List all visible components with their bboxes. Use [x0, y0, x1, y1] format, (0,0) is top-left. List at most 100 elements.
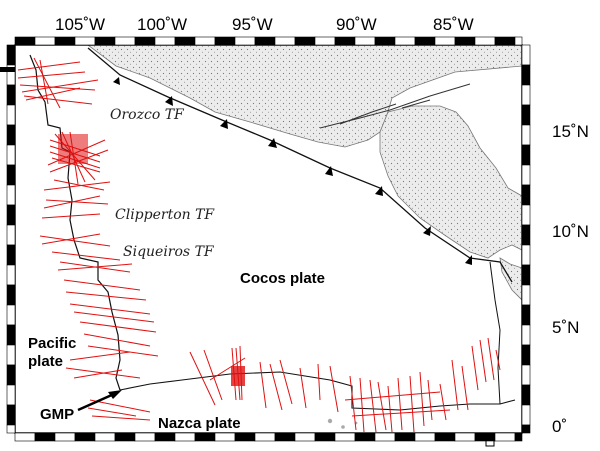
frame-tick: [34, 36, 56, 46]
frame-tick: [521, 424, 531, 434]
frame-tick: [521, 64, 531, 86]
lon-label-85w: 85˚W: [433, 15, 474, 34]
frame-tick: [6, 104, 16, 126]
land-faults: [319, 83, 471, 129]
survey-patch-clipperton: [58, 134, 88, 164]
frame-tick: [334, 36, 356, 46]
frame-tick: [6, 404, 16, 426]
frame-tick: [174, 432, 196, 442]
frame-tick: [114, 36, 136, 46]
siqueiros-tf-label: Siqueiros TF: [123, 244, 215, 260]
mexico-landmass: [87, 45, 522, 148]
frame-tick: [454, 432, 476, 442]
orozco-tf-label: Orozco TF: [110, 107, 185, 123]
frame-tick: [234, 432, 256, 442]
frame-tick: [414, 36, 436, 46]
frame-tick: [414, 432, 436, 442]
frame-tick: [294, 432, 316, 442]
latitude-labels: 15˚N 10˚N 5˚N 0˚: [552, 122, 589, 436]
panama-fracture-zone: [489, 261, 501, 405]
frame-tick: [74, 432, 96, 442]
frame-tick: [294, 36, 316, 46]
frame-tick: [334, 432, 356, 442]
frame-tick: [454, 36, 476, 46]
subduction-triangles: [113, 77, 472, 265]
frame-tick: [74, 36, 96, 46]
frame-tick: [521, 164, 531, 186]
frame-tick: [194, 36, 216, 46]
nazca-plate-label: Nazca plate: [158, 415, 241, 432]
inset-marker-bottom: [485, 437, 495, 447]
frame-tick: [154, 36, 176, 46]
frame-tick: [6, 84, 16, 106]
frame-tick: [521, 384, 531, 406]
frame-tick: [394, 36, 416, 46]
frame-tick: [274, 36, 296, 46]
frame-tick: [521, 124, 531, 146]
frame-tick: [521, 264, 531, 286]
frame-tick: [54, 36, 76, 46]
frame-tick: [521, 404, 531, 426]
frame-tick: [234, 36, 256, 46]
frame-tick: [494, 432, 516, 442]
frame-tick: [514, 36, 523, 46]
frame-tick: [14, 432, 36, 442]
cocos-plate-label: Cocos plate: [240, 270, 325, 287]
lon-label-90w: 90˚W: [336, 15, 377, 34]
frame-tick: [354, 36, 376, 46]
frame-tick: [6, 184, 16, 206]
lon-label-100w: 100˚W: [137, 15, 187, 34]
east-pacific-rise-axis: [29, 54, 121, 391]
frame-tick: [274, 432, 296, 442]
frame-tick: [374, 36, 396, 46]
frame-tick: [6, 244, 16, 266]
frame-tick: [521, 44, 531, 66]
frame-tick: [214, 432, 236, 442]
frame-tick: [54, 432, 76, 442]
frame-tick: [474, 432, 496, 442]
clipperton-tf-label: Clipperton TF: [115, 207, 215, 223]
frame-tick: [521, 364, 531, 386]
frame-tick: [114, 432, 136, 442]
frame-tick: [134, 432, 156, 442]
frame-tick: [374, 432, 396, 442]
frame-tick: [94, 432, 116, 442]
frame-tick: [434, 432, 456, 442]
lon-label-95w: 95˚W: [232, 15, 273, 34]
longitude-labels: 105˚W 100˚W 95˚W 90˚W 85˚W: [55, 15, 474, 34]
frame-tick: [6, 384, 16, 406]
frame-tick: [521, 144, 531, 166]
frame-tick: [521, 84, 531, 106]
central-america-landmass: [379, 105, 522, 259]
frame-tick: [494, 36, 516, 46]
frame-tick: [6, 344, 16, 366]
frame-tick: [354, 432, 376, 442]
frame-tick: [94, 36, 116, 46]
frame-tick: [6, 424, 16, 434]
gmp-arrow: [77, 390, 122, 412]
survey-patch-galapagos: [231, 366, 245, 386]
frame-tick: [6, 124, 16, 146]
frame-tick: [394, 432, 416, 442]
frame-tick: [6, 364, 16, 386]
frame-tick: [474, 36, 496, 46]
frame-tick: [6, 324, 16, 346]
cocos-nazca-rift: [119, 371, 516, 411]
frame-tick: [521, 244, 531, 266]
frame-tick: [6, 204, 16, 226]
lat-label-15n: 15˚N: [552, 122, 589, 141]
inset-marker-left: [0, 67, 15, 72]
frame-tick: [194, 432, 216, 442]
frame-tick: [34, 432, 56, 442]
frame-tick: [154, 432, 176, 442]
frame-tick: [174, 36, 196, 46]
gmp-label: GMP: [40, 406, 74, 423]
south-america-landmass: [499, 257, 522, 301]
lat-label-10n: 10˚N: [552, 222, 589, 241]
frame-tick: [134, 36, 156, 46]
frame-tick: [254, 432, 276, 442]
frame-tick: [14, 36, 36, 46]
frame-tick: [521, 324, 531, 346]
frame-tick: [214, 36, 236, 46]
